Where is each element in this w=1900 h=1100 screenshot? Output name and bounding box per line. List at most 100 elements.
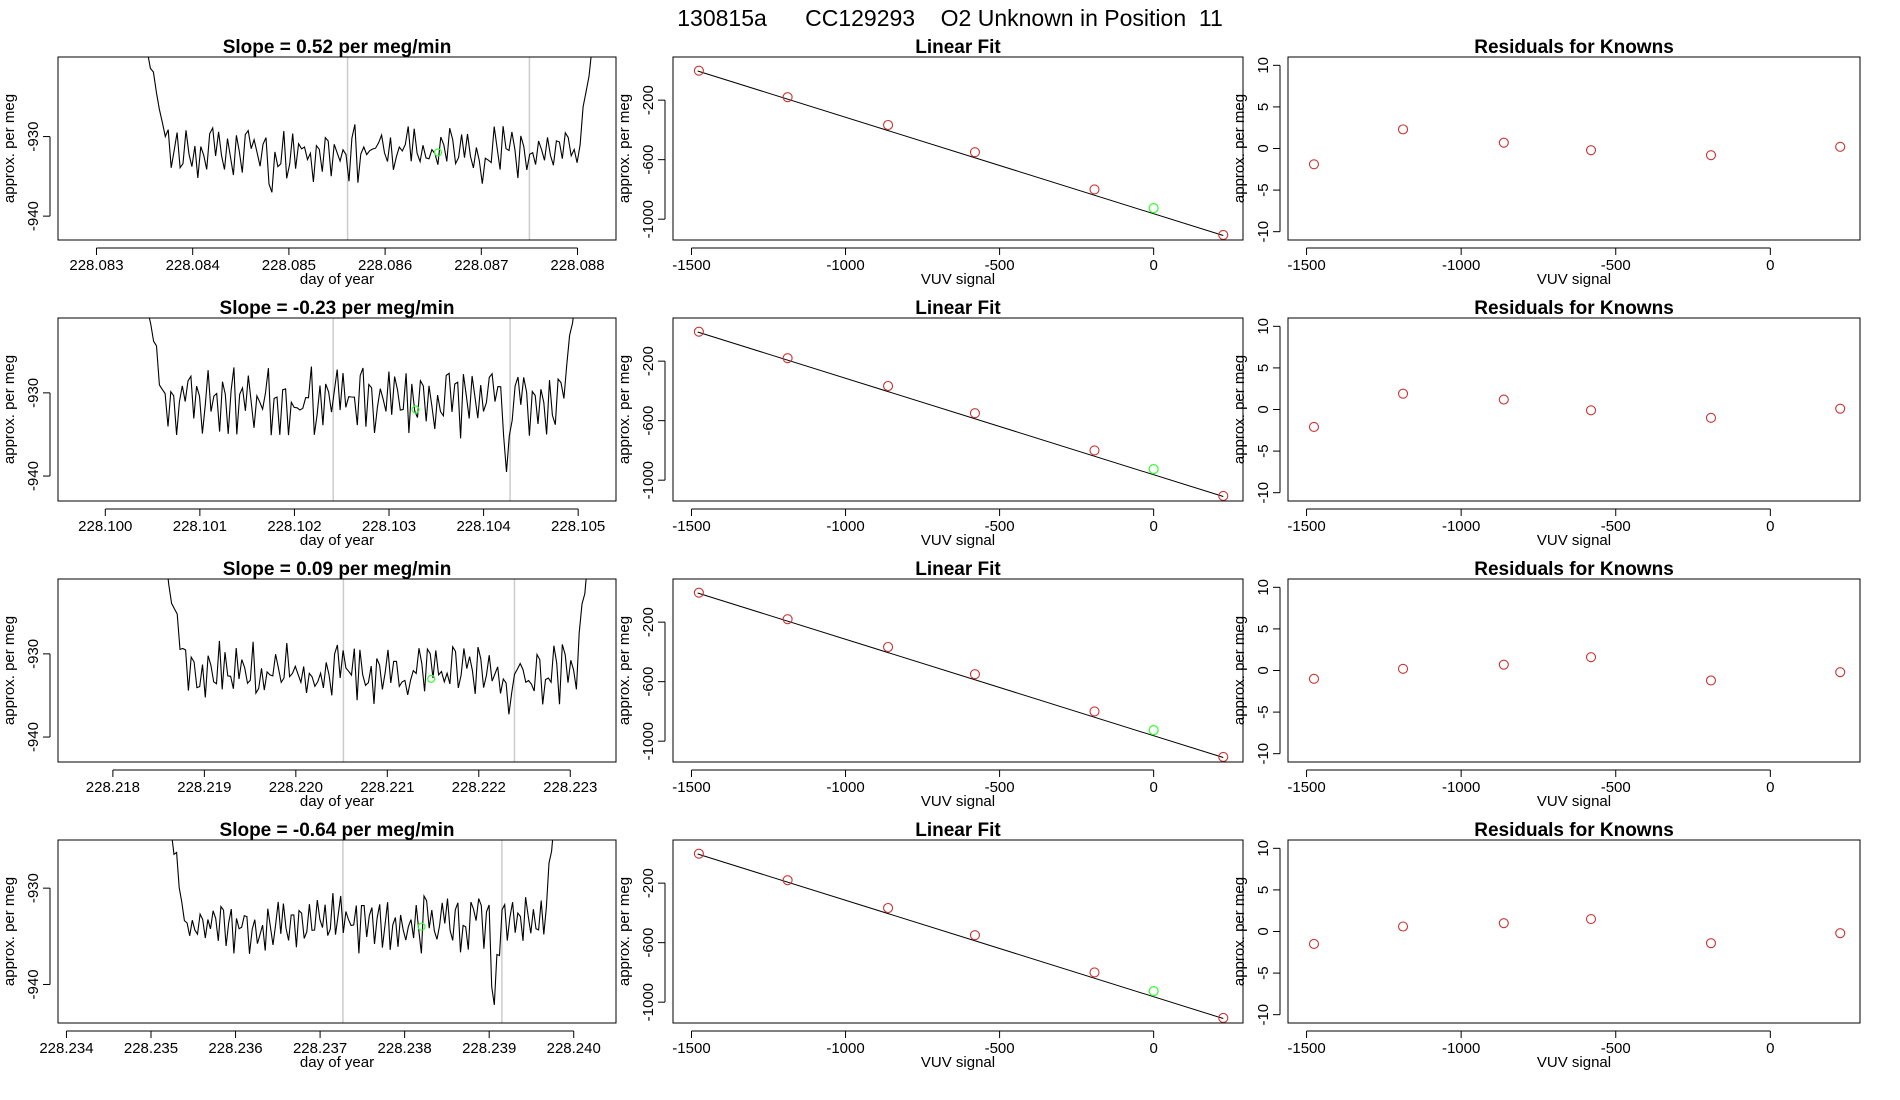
y-tick-label: 10 — [1255, 579, 1272, 596]
y-tick-label: -200 — [640, 607, 657, 637]
y-tick-label: -600 — [640, 145, 657, 175]
panel-title: Linear Fit — [915, 820, 1001, 841]
fit-line — [697, 331, 1224, 498]
y-axis-label: approx. per meg — [616, 355, 633, 464]
x-axis-label: VUV signal — [921, 532, 995, 549]
y-tick-label: -10 — [1255, 482, 1272, 504]
panel-2-1: Slope = -0.23 per meg/min 228.100 228.101 2… — [1, 298, 617, 549]
known-point — [782, 614, 793, 625]
x-tick-label: 228.084 — [166, 257, 220, 274]
unknown-point — [411, 405, 420, 414]
y-tick-label: -940 — [25, 969, 42, 999]
known-point — [883, 119, 894, 131]
x-tick-label: 228.222 — [452, 779, 506, 796]
x-tick-label: -1000 — [826, 257, 864, 274]
plot-box — [57, 317, 617, 502]
y-tick-label: -1000 — [640, 461, 657, 499]
x-tick-label: -1000 — [826, 1040, 864, 1057]
fit-line — [697, 70, 1224, 237]
unknown-point — [1148, 203, 1159, 214]
panel-1-2: Linear Fit -1500 -1000 -500 0 VUV signal -200 -… — [616, 37, 1244, 288]
unknown-point — [1148, 464, 1159, 475]
unknown-point — [1148, 725, 1159, 736]
y-tick-label: -200 — [640, 346, 657, 376]
known-point — [1397, 663, 1409, 674]
known-point — [1308, 938, 1320, 950]
y-tick-label: -200 — [640, 868, 657, 898]
y-axis-label: approx. per meg — [1, 94, 18, 203]
known-point — [969, 147, 980, 158]
y-axis-label: approx. per meg — [1231, 355, 1248, 464]
panel-title: Linear Fit — [915, 559, 1001, 580]
known-point — [969, 930, 980, 941]
x-tick-label: 0 — [1766, 257, 1774, 274]
y-axis-label: approx. per meg — [1, 877, 18, 986]
plot-area — [693, 587, 1229, 762]
panel-4-2: Linear Fit -1500 -1000 -500 0 VUV signal -200 -… — [616, 820, 1244, 1071]
known-point — [969, 408, 980, 419]
x-tick-label: -1000 — [1442, 1040, 1480, 1057]
known-point — [782, 353, 793, 364]
known-point — [693, 587, 704, 598]
known-point — [1835, 928, 1846, 939]
x-tick-label: -1500 — [1287, 779, 1325, 796]
known-point — [1089, 184, 1100, 195]
x-tick-label: -500 — [985, 1040, 1015, 1057]
x-tick-label: 0 — [1149, 1040, 1157, 1057]
x-tick-label: -1000 — [826, 518, 864, 535]
known-point — [1585, 913, 1597, 925]
x-tick-label: -1000 — [826, 779, 864, 796]
panel-2-3: Residuals for Knowns -1500 -1000 -500 0 VUV s… — [1231, 298, 1861, 549]
y-axis-label: approx. per meg — [1, 355, 18, 464]
x-tick-label: 0 — [1149, 257, 1157, 274]
plot-area — [693, 848, 1229, 1023]
known-point — [1089, 967, 1100, 978]
x-tick-label: 228.104 — [456, 518, 510, 535]
y-axis-label: approx. per meg — [1231, 94, 1248, 203]
plot-box — [57, 56, 617, 241]
x-axis-label: day of year — [300, 271, 374, 288]
known-point — [1397, 124, 1409, 135]
y-tick-label: 5 — [1255, 103, 1272, 111]
y-tick-label: -940 — [25, 722, 42, 752]
x-tick-label: -1500 — [1287, 257, 1325, 274]
known-point — [1705, 675, 1717, 686]
x-axis-label: VUV signal — [1537, 532, 1611, 549]
x-tick-label: -1500 — [1287, 518, 1325, 535]
x-tick-label: 228.238 — [378, 1040, 432, 1057]
panel-title: Linear Fit — [915, 298, 1001, 319]
known-point — [782, 875, 793, 886]
x-tick-label: 0 — [1766, 1040, 1774, 1057]
x-tick-label: -500 — [985, 257, 1015, 274]
x-axis-label: day of year — [300, 1054, 374, 1071]
panel-title: Residuals for Knowns — [1474, 559, 1674, 580]
known-point — [1089, 706, 1100, 717]
y-tick-label: 0 — [1255, 927, 1272, 935]
x-tick-label: 228.087 — [454, 257, 508, 274]
x-tick-label: 228.103 — [362, 518, 416, 535]
known-point — [1089, 445, 1100, 456]
x-axis-label: day of year — [300, 532, 374, 549]
known-point — [1308, 673, 1320, 684]
x-tick-label: -1500 — [1287, 1040, 1325, 1057]
plot-box — [57, 839, 617, 1024]
x-tick-label: 228.237 — [293, 1040, 347, 1057]
figure-title: 130815a CC129293 O2 Unknown in Position … — [677, 5, 1223, 31]
plot-box — [1287, 839, 1861, 1024]
unknown-point — [417, 922, 426, 931]
unknown-point — [1148, 986, 1159, 997]
x-axis-label: VUV signal — [921, 793, 995, 810]
x-tick-label: 228.086 — [358, 257, 412, 274]
x-tick-label: -1500 — [672, 779, 710, 796]
y-tick-label: -1000 — [640, 722, 657, 760]
y-tick-label: -5 — [1255, 966, 1272, 979]
y-tick-label: 0 — [1255, 405, 1272, 413]
x-tick-label: 228.102 — [267, 518, 321, 535]
x-axis-label: VUV signal — [921, 271, 995, 288]
x-tick-label: 228.105 — [551, 518, 605, 535]
plot-box — [672, 839, 1244, 1024]
plot-area — [1308, 124, 1846, 170]
panel-2-2: Linear Fit -1500 -1000 -500 0 VUV signal -200 -… — [616, 298, 1244, 549]
panel-3-3: Residuals for Knowns -1500 -1000 -500 0 VUV s… — [1231, 559, 1861, 810]
y-axis-label: approx. per meg — [1231, 616, 1248, 725]
